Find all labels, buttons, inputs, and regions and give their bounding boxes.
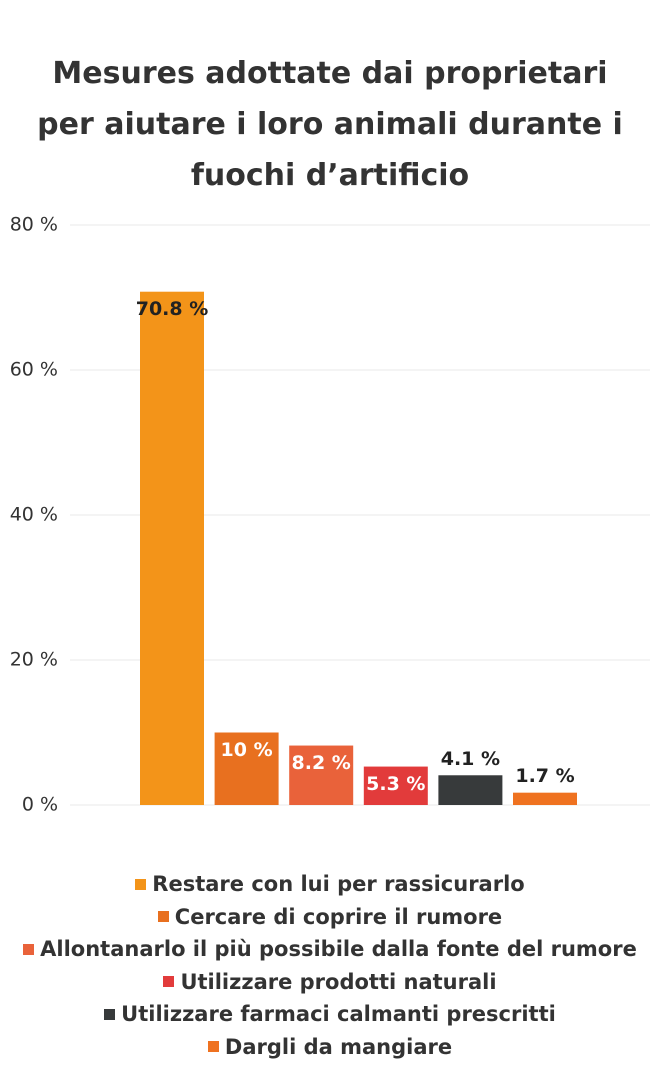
y-tick-label: 60 % — [10, 359, 58, 381]
legend: Restare con lui per rassicurarlo Cercare … — [0, 868, 660, 1063]
legend-label: Utilizzare prodotti naturali — [180, 969, 497, 994]
legend-label: Dargli da mangiare — [224, 1034, 453, 1059]
legend-swatch — [163, 976, 175, 988]
chart-title: Mesures adottate dai proprietari per aiu… — [37, 56, 623, 193]
legend-item: Dargli da mangiare — [207, 1031, 453, 1064]
bar — [214, 732, 279, 805]
data-label: 70.8 % — [136, 298, 209, 320]
data-label: 10 % — [221, 739, 273, 761]
bar — [289, 745, 354, 805]
legend-item: Allontanarlo il più possibile dalla font… — [23, 933, 637, 966]
legend-swatch — [104, 1008, 116, 1020]
data-label: 1.7 % — [515, 765, 574, 787]
data-label: 8.2 % — [292, 752, 351, 774]
chart: 0 % 20 % 40 % 60 % 80 % 70.8 % 10 % 8.2 % 5.3 % 4… — [10, 214, 650, 816]
legend-label: Allontanarlo il più possibile dalla font… — [40, 937, 637, 962]
legend-item: Restare con lui per rassicurarlo — [135, 868, 525, 901]
legend-swatch — [207, 1041, 219, 1053]
legend-item: Cercare di coprire il rumore — [157, 901, 503, 934]
y-tick-label: 0 % — [22, 794, 58, 816]
data-label: 5.3 % — [366, 773, 425, 795]
bar — [363, 766, 428, 805]
y-tick-label: 20 % — [10, 649, 58, 671]
legend-label: Restare con lui per rassicurarlo — [152, 872, 525, 897]
legend-item: Utilizzare farmaci calmanti prescritti — [104, 998, 556, 1031]
bar — [438, 775, 503, 805]
bar — [140, 291, 204, 805]
bar — [513, 792, 577, 805]
legend-item: Utilizzare prodotti naturali — [163, 966, 497, 999]
legend-label: Cercare di coprire il rumore — [174, 904, 503, 929]
data-label: 4.1 % — [441, 748, 500, 770]
y-tick-label: 40 % — [10, 504, 58, 526]
legend-swatch — [135, 878, 147, 890]
legend-swatch — [23, 943, 35, 955]
legend-swatch — [157, 911, 169, 923]
y-tick-label: 80 % — [10, 214, 58, 236]
legend-label: Utilizzare farmaci calmanti prescritti — [121, 1002, 556, 1027]
